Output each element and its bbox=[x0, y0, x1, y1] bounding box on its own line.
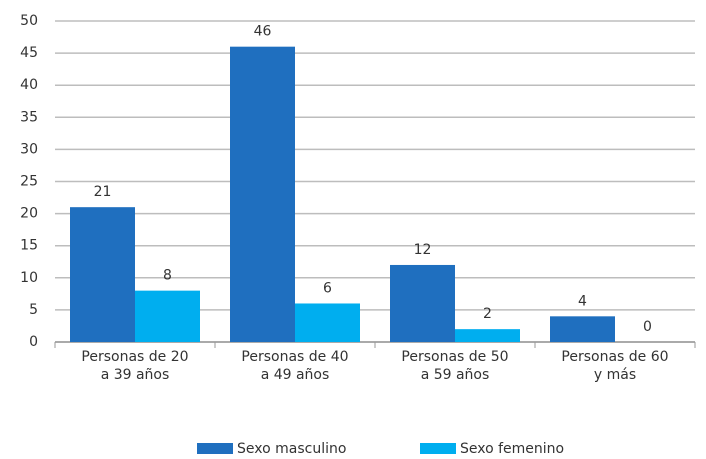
y-tick-label: 5 bbox=[29, 302, 38, 318]
bar bbox=[135, 290, 200, 342]
data-label: 4 bbox=[578, 293, 587, 309]
bar bbox=[550, 316, 615, 342]
bar bbox=[230, 46, 295, 343]
x-tick-label: Personas de 50 a 59 años bbox=[401, 349, 509, 383]
bar bbox=[295, 303, 360, 342]
y-tick-label: 35 bbox=[20, 109, 38, 125]
y-tick-label: 20 bbox=[20, 206, 38, 222]
data-label: 12 bbox=[414, 242, 432, 258]
x-tick-label: Personas de 60 y más bbox=[561, 349, 669, 383]
x-tick-label: Personas de 20 a 39 años bbox=[81, 349, 189, 383]
data-label: 0 bbox=[643, 319, 652, 335]
data-label: 8 bbox=[163, 268, 172, 284]
y-tick-label: 45 bbox=[20, 45, 38, 61]
y-tick-label: 30 bbox=[20, 141, 38, 157]
bar bbox=[455, 329, 520, 342]
legend-swatch bbox=[197, 443, 233, 454]
y-tick-label: 10 bbox=[20, 270, 38, 286]
y-tick-label: 40 bbox=[20, 77, 38, 93]
y-tick-label: 0 bbox=[29, 334, 38, 350]
data-label: 46 bbox=[254, 24, 272, 40]
legend-label: Sexo masculino bbox=[237, 441, 346, 457]
data-label: 6 bbox=[323, 280, 332, 296]
y-tick-label: 50 bbox=[20, 13, 38, 29]
data-label: 21 bbox=[94, 184, 112, 200]
y-tick-label: 15 bbox=[20, 238, 38, 254]
x-tick-label: Personas de 40 a 49 años bbox=[241, 349, 349, 383]
bar bbox=[70, 207, 135, 342]
data-label: 2 bbox=[483, 306, 492, 322]
bar bbox=[390, 264, 455, 342]
legend-swatch bbox=[420, 443, 456, 454]
legend-label: Sexo femenino bbox=[460, 441, 564, 457]
y-tick-label: 25 bbox=[20, 174, 38, 190]
